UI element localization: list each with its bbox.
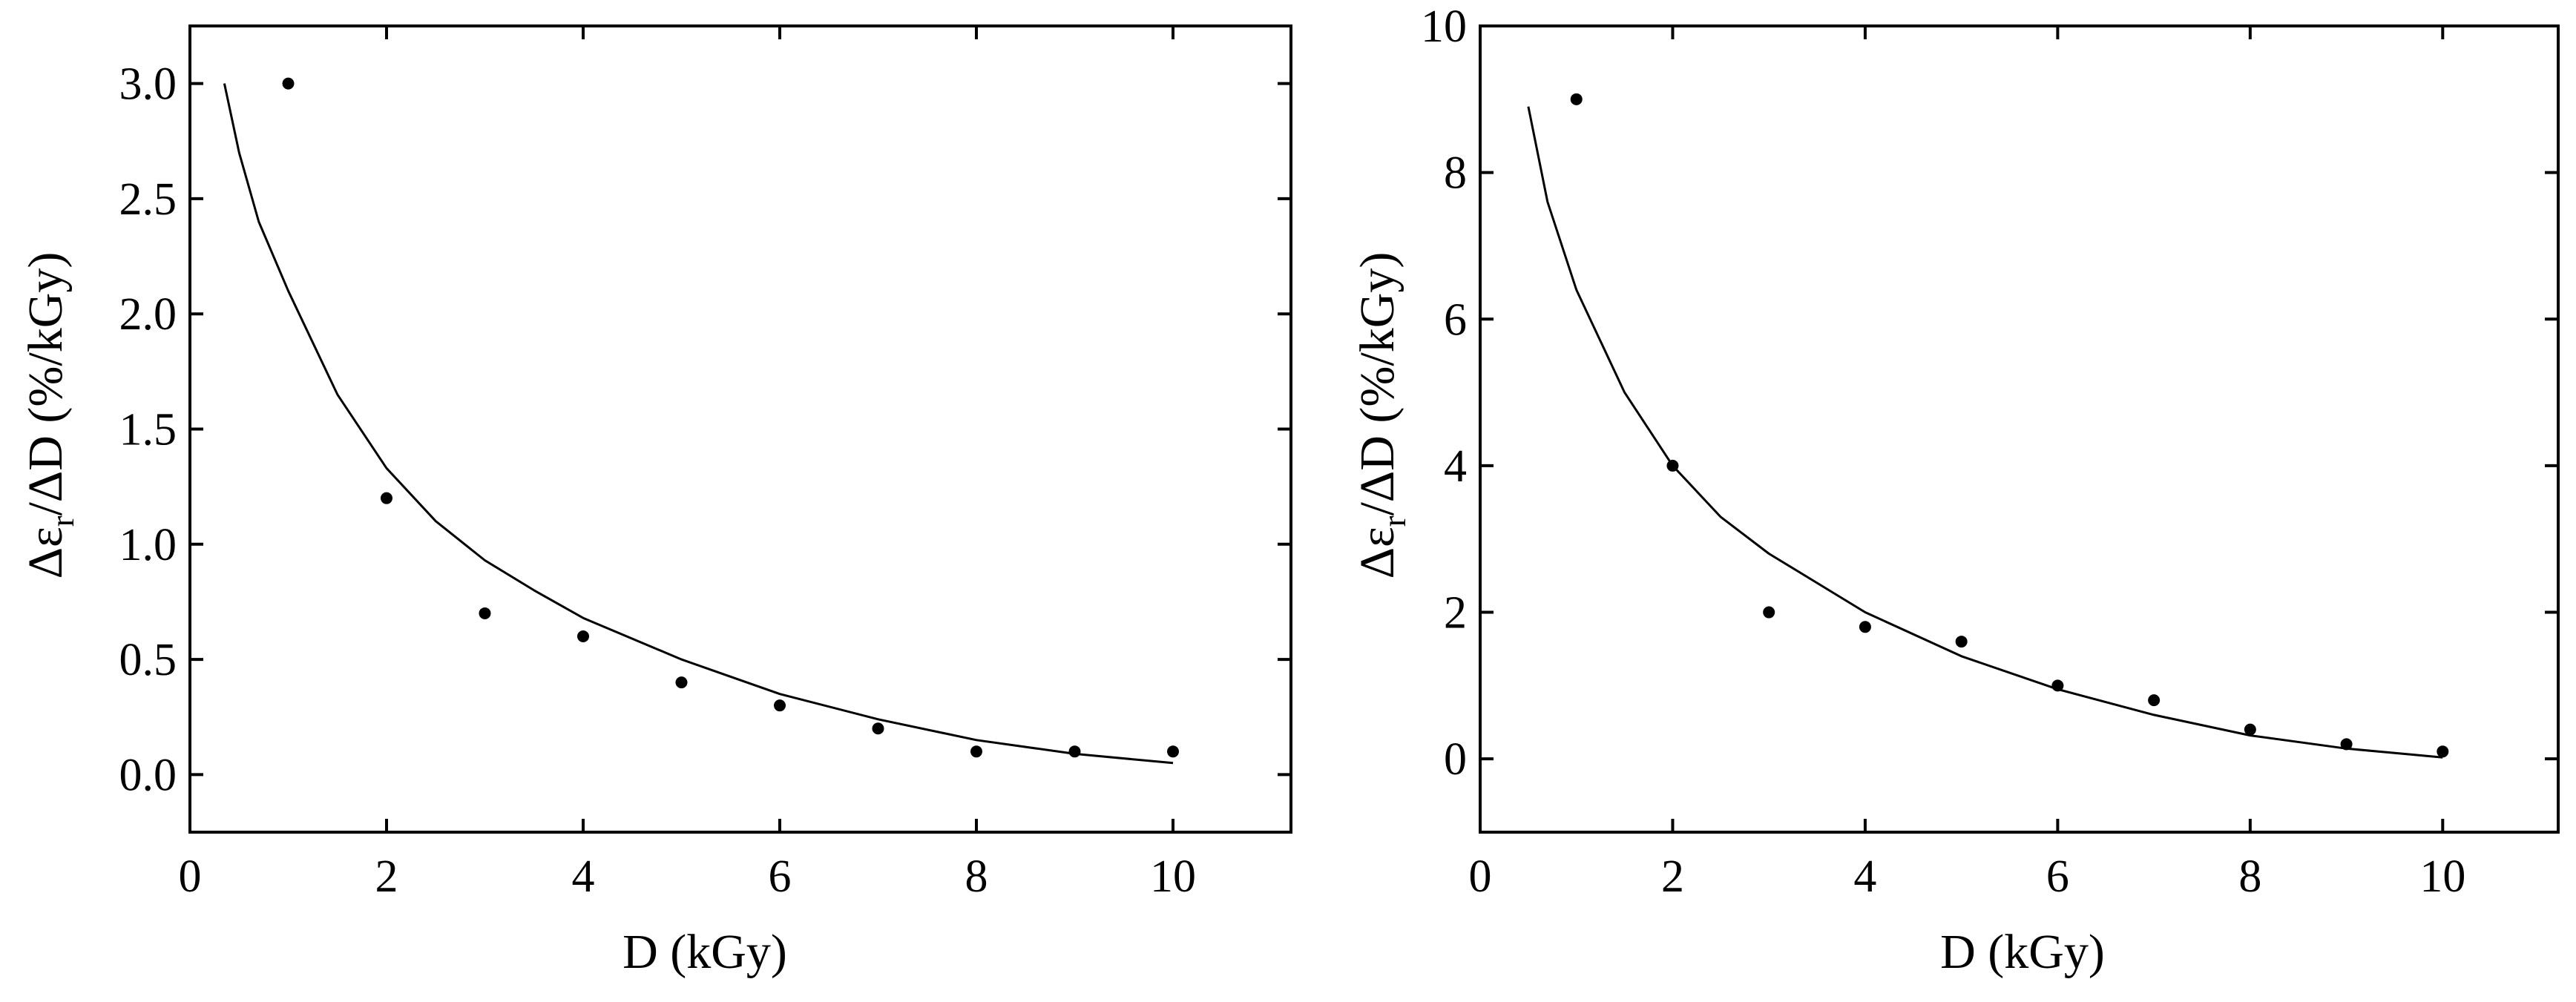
left-y-tick-label: 2.0	[119, 289, 177, 340]
right-data-point	[2244, 723, 2256, 736]
right-data-point	[1859, 621, 1871, 633]
left-data-point	[479, 607, 491, 619]
right-x-tick-label: 8	[2238, 851, 2261, 902]
left-y-tick-label: 0.0	[119, 750, 177, 800]
right-x-tick-label: 4	[1853, 851, 1876, 902]
right-y-tick-label: 2	[1444, 588, 1467, 639]
left-data-point	[970, 745, 982, 758]
left-data-point	[381, 492, 392, 504]
right-y-axis-title-main: Δε	[1350, 527, 1404, 579]
left-fit-curve	[223, 83, 1174, 765]
left-chart-panel: D (kGy) Δεr/ΔD (%/kGy) 0 2 4 6 8 10 0.0 0.5 1.0 1…	[19, 24, 1292, 979]
right-x-axis-title: D (kGy)	[1940, 925, 2105, 979]
right-fit-curve	[1527, 106, 2443, 759]
left-data-point	[1167, 745, 1179, 758]
right-x-tick-label: 2	[1661, 851, 1684, 902]
left-x-tick-label: 6	[769, 851, 792, 902]
left-y-tick-label: 0.5	[119, 635, 177, 685]
left-x-tick-label: 10	[1150, 851, 1196, 902]
left-data-point	[675, 676, 688, 689]
right-data-point	[2148, 694, 2161, 707]
right-y-tick-label: 6	[1444, 294, 1467, 345]
left-y-axis-title: Δεr/ΔD (%/kGy)	[19, 252, 81, 579]
left-plot-frame	[188, 24, 1292, 834]
left-y-tick-label: 1.0	[119, 520, 177, 570]
left-y-axis-title-main: Δε	[19, 527, 73, 579]
left-x-axis-title: D (kGy)	[622, 925, 787, 979]
left-y-tick-label: 1.5	[119, 405, 177, 455]
right-x-tick-label: 10	[2419, 851, 2465, 902]
left-data-point	[872, 722, 884, 735]
right-data-point	[2437, 745, 2449, 758]
left-data-point	[282, 77, 295, 90]
right-x-tick-label: 6	[2046, 851, 2069, 902]
right-data-point	[1570, 93, 1583, 105]
right-y-tick-label: 4	[1444, 441, 1467, 492]
left-y-tick-label: 3.0	[119, 59, 177, 110]
right-data-point	[1763, 606, 1775, 619]
right-x-tick-label: 0	[1469, 851, 1492, 902]
right-y-tick-label: 10	[1421, 1, 1467, 52]
left-x-tick-label: 4	[572, 851, 595, 902]
left-data-point	[1068, 745, 1081, 758]
right-plot-frame	[1479, 24, 2560, 834]
left-data-point	[774, 699, 786, 712]
right-chart-panel: D (kGy) Δεr/ΔD (%/kGy) 0 2 4 6 8 10 0 2 4 6 8 10	[1350, 1, 2560, 979]
right-y-axis-title-subscript: r	[1376, 515, 1413, 527]
right-y-axis-title: Δεr/ΔD (%/kGy)	[1350, 252, 1413, 579]
left-y-axis-title-subscript: r	[45, 515, 81, 527]
left-y-axis-title-unit: /ΔD (%/kGy)	[19, 252, 73, 516]
left-x-tick-label: 2	[375, 851, 398, 902]
left-data-point	[577, 630, 589, 643]
right-y-tick-label: 8	[1444, 148, 1467, 199]
left-x-tick-label: 0	[179, 851, 202, 902]
left-x-tick-label: 8	[965, 851, 988, 902]
right-data-point	[1955, 636, 1968, 648]
right-y-tick-label: 0	[1444, 734, 1467, 785]
right-y-axis-title-unit: /ΔD (%/kGy)	[1350, 252, 1404, 516]
left-y-tick-label: 2.5	[119, 174, 177, 225]
